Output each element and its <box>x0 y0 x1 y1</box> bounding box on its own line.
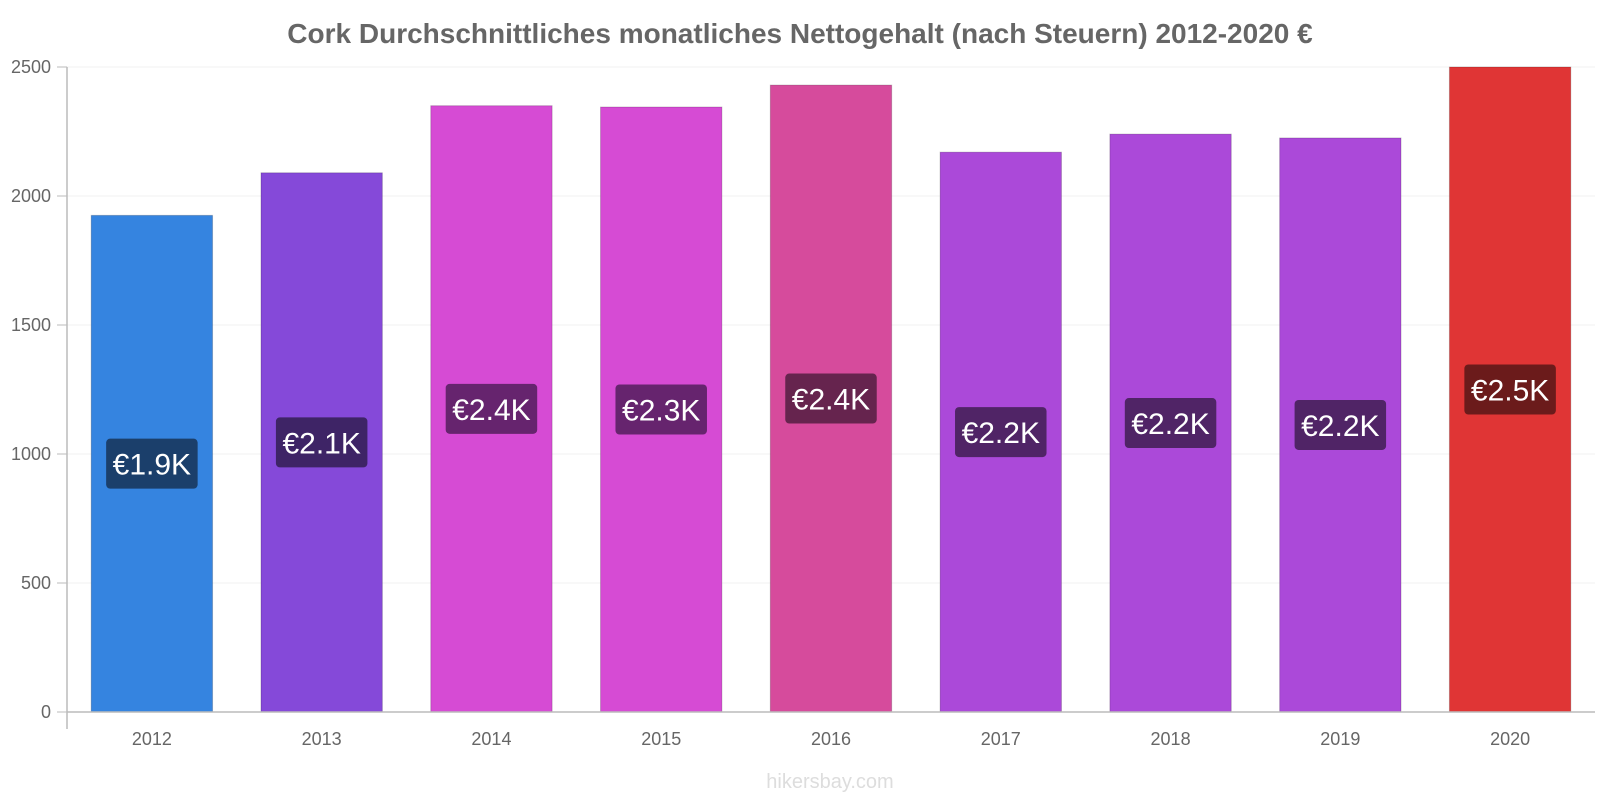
value-label-badge <box>275 417 368 468</box>
x-tick-label: 2017 <box>981 729 1021 749</box>
y-tick-label: 1500 <box>11 315 51 335</box>
value-label: €2.4K <box>452 394 530 427</box>
value-label-badge <box>1294 399 1387 450</box>
value-label: €2.2K <box>1131 408 1209 441</box>
value-label: €2.4K <box>792 384 870 417</box>
axes: 0 500 1000 1500 2000 2500 2012 2013 2014 2015 2016… <box>11 57 1595 749</box>
value-label-badge <box>785 373 877 424</box>
x-tick-label: 2013 <box>302 729 342 749</box>
watermark: hikersbay.com <box>766 771 893 793</box>
value-label: €2.3K <box>622 394 700 427</box>
chart-title: Cork Durchschnittliches monatliches Nett… <box>287 18 1313 49</box>
x-tick-label: 2019 <box>1320 729 1360 749</box>
x-tick-label: 2014 <box>471 729 511 749</box>
value-label-badge <box>1124 398 1217 449</box>
value-label: €2.1K <box>282 427 360 460</box>
y-tick-label: 1000 <box>11 444 51 464</box>
y-tick-label: 0 <box>41 702 51 722</box>
value-label: €2.5K <box>1471 375 1549 408</box>
x-tick-label: 2015 <box>641 729 681 749</box>
x-tick-label: 2020 <box>1490 729 1530 749</box>
y-tick-label: 500 <box>21 573 51 593</box>
x-tick-label: 2018 <box>1151 729 1191 749</box>
value-label-badge <box>106 438 198 489</box>
value-label-badge <box>615 384 707 435</box>
value-label: €2.2K <box>1301 410 1379 443</box>
x-tick-label: 2012 <box>132 729 172 749</box>
value-labels-group: €1.9K €2.1K €2.4K €2.3K €2.4K €2.2K €2.2K €2.2K… <box>106 364 1556 489</box>
value-label-badge <box>1464 364 1556 415</box>
y-tick-label: 2000 <box>11 186 51 206</box>
x-tick-label: 2016 <box>811 729 851 749</box>
y-tick-label: 2500 <box>11 57 51 77</box>
value-label-badge <box>955 407 1047 458</box>
value-label: €1.9K <box>113 449 191 482</box>
value-label: €2.2K <box>962 417 1040 450</box>
value-label-badge <box>445 383 538 434</box>
